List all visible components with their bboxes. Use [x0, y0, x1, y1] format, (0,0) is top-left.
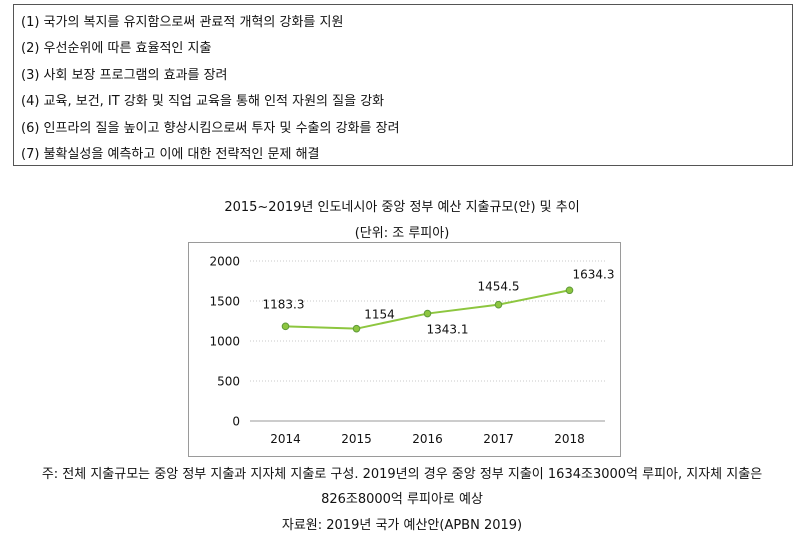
y-tick-label: 500 — [217, 375, 240, 389]
objective-item: (3) 사회 보장 프로그램의 효과를 장려 — [21, 67, 228, 83]
data-point — [423, 309, 432, 318]
series — [281, 286, 574, 333]
data-point — [494, 300, 503, 309]
x-tick-label: 2016 — [412, 432, 443, 446]
y-tick-labels: 0 500 1000 1500 2000 — [209, 255, 240, 429]
grid-lines — [250, 260, 605, 382]
y-tick-label: 1000 — [209, 335, 240, 349]
data-label: 1154 — [364, 308, 395, 322]
data-label: 1454.5 — [478, 280, 520, 294]
line-chart: 0 500 1000 1500 2000 2014 2015 2016 2017 2018 11… — [209, 255, 615, 447]
data-labels: 1183.3 1154 1343.1 1454.5 1634.3 — [263, 267, 615, 336]
source-line: 자료원: 2019년 국가 예산안(APBN 2019) — [281, 518, 523, 533]
data-label: 1343.1 — [427, 323, 469, 337]
x-tick-label: 2015 — [341, 432, 372, 446]
y-tick-label: 2000 — [209, 255, 240, 269]
y-tick-label: 0 — [232, 415, 240, 429]
x-tick-label: 2017 — [483, 432, 514, 446]
y-tick-label: 1500 — [209, 295, 240, 309]
data-point — [352, 324, 361, 333]
data-point — [565, 286, 574, 295]
chart-frame: 0 500 1000 1500 2000 2014 2015 2016 2017 2018 11… — [188, 242, 621, 457]
objective-item: (2) 우선순위에 따른 효율적인 지출 — [21, 41, 212, 57]
data-label: 1634.3 — [573, 267, 615, 281]
data-label: 1183.3 — [263, 297, 305, 311]
note-line-2: 826조8000억 루피아로 예상 — [321, 492, 483, 507]
x-tick-label: 2014 — [270, 432, 301, 446]
note-line-1: 주: 전체 지출규모는 중앙 정부 지출과 지자체 지출로 구성. 2019년의… — [41, 467, 763, 482]
x-tick-labels: 2014 2015 2016 2017 2018 — [270, 432, 585, 446]
chart-unit: (단위: 조 루피아) — [354, 226, 450, 241]
objective-item: (1) 국가의 복지를 유지함으로써 관료적 개혁의 강화를 지원 — [21, 15, 344, 30]
objective-item: (6) 인프라의 질을 높이고 향상시킴으로써 투자 및 수출의 강화를 장려 — [21, 120, 400, 136]
objective-item: (4) 교육, 보건, IT 강화 및 직업 교육을 통해 인적 자원의 질을 … — [21, 94, 385, 110]
objective-item: (7) 불확실성을 예측하고 이에 대한 전략적인 문제 해결 — [21, 146, 320, 162]
data-point — [281, 322, 290, 331]
objectives-box: (1) 국가의 복지를 유지함으로써 관료적 개혁의 강화를 지원 (2) 우선… — [13, 4, 793, 166]
chart-title: 2015~2019년 인도네시아 중앙 정부 예산 지출규모(안) 및 추이 — [224, 200, 580, 215]
x-tick-label: 2018 — [554, 432, 585, 446]
